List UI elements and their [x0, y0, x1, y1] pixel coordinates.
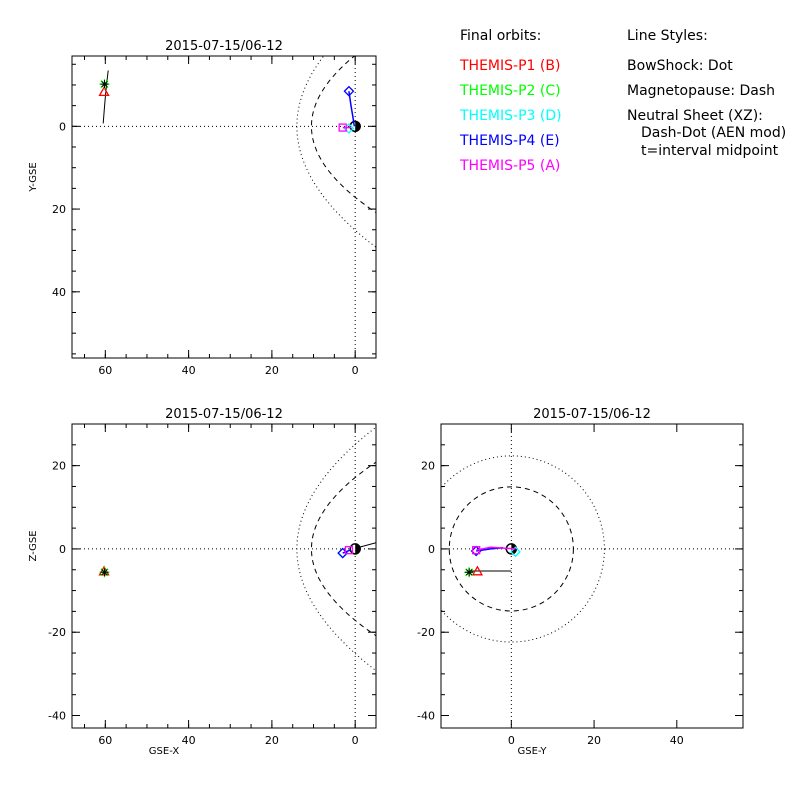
orbit-track	[102, 70, 109, 124]
x-tick-label: 40	[182, 364, 196, 377]
legend-style-neutral-sheet: Neutral Sheet (XZ):	[627, 108, 763, 124]
midpoint-asterisk	[100, 568, 109, 577]
legend-style-magnetopause: Magnetopause: Dash	[627, 83, 775, 99]
magnetopause-curve	[448, 486, 574, 612]
y-tick-label: 20	[52, 460, 66, 473]
midpoint-asterisk	[100, 80, 109, 89]
y-tick-label: 0	[59, 543, 66, 556]
y-tick-label: -40	[48, 710, 66, 723]
plot-frame	[71, 423, 377, 729]
bow-shock-curve	[296, 56, 376, 248]
earth-night-side	[355, 121, 361, 132]
legend-probe-5: THEMIS-P5 (A)	[459, 158, 560, 174]
plot-area	[98, 426, 376, 672]
x-tick-label: 0	[352, 734, 359, 747]
midpoint-asterisk	[465, 568, 474, 577]
legend-probe-4: THEMIS-P4 (E)	[459, 133, 560, 149]
probe-marker-diamond	[343, 85, 355, 97]
x-tick-label: 0	[352, 364, 359, 377]
orbit-line	[342, 549, 352, 554]
bow-shock-curve	[296, 426, 376, 672]
x-tick-label: 60	[98, 364, 112, 377]
legend-style-bowshock: BowShock: Dot	[627, 58, 733, 74]
y-axis-label: Z-GSE	[28, 530, 39, 561]
plot-area	[441, 455, 605, 643]
plot-frame	[71, 55, 377, 359]
orbit-line	[476, 546, 516, 551]
x-tick-label: 20	[265, 734, 279, 747]
y-axis-label: Y-GSE	[28, 162, 39, 192]
y-tick-label: 20	[421, 460, 435, 473]
x-tick-label: 0	[508, 734, 515, 747]
y-tick-label: -20	[417, 626, 435, 639]
x-axis-label: GSE-X	[149, 746, 180, 757]
plot-area	[98, 56, 376, 248]
legend-style-dash-dot: Dash-Dot (AEN mod)	[641, 125, 786, 141]
x-tick-label: 20	[265, 364, 279, 377]
x-axis-label: GSE-Y	[518, 746, 548, 757]
x-tick-label: 40	[670, 734, 684, 747]
panel-title: 2015-07-15/06-12	[165, 407, 283, 422]
legend-styles-title: Line Styles:	[627, 28, 708, 44]
legend-probe-1: THEMIS-P1 (B)	[459, 58, 560, 74]
probe-marker-square	[344, 546, 354, 555]
y-tick-label: 20	[52, 203, 66, 216]
y-tick-label: -40	[417, 710, 435, 723]
x-tick-label: 60	[98, 734, 112, 747]
probe-marker-square	[338, 123, 347, 132]
orbit-line	[348, 91, 356, 127]
plot-frame	[440, 423, 744, 729]
x-tick-label: 40	[182, 734, 196, 747]
panel-yz: 2015-07-15/06-12 0 20 40 20 0 -20 -40 GSE-Y	[417, 407, 744, 757]
bow-shock-curve	[441, 455, 605, 643]
legend-probe-3: THEMIS-P3 (D)	[459, 108, 562, 124]
y-tick-label: -20	[48, 626, 66, 639]
panel-xy: 2015-07-15/06-12 60 40 20 0 0 20 40 Y-GSE	[28, 39, 377, 377]
x-tick-label: 20	[587, 734, 601, 747]
legend-probe-2: THEMIS-P2 (C)	[459, 83, 561, 99]
probe-marker-square	[472, 546, 481, 555]
legend-orbits-title: Final orbits:	[460, 28, 541, 44]
y-tick-label: 40	[52, 286, 66, 299]
legend: Final orbits: THEMIS-P1 (B) THEMIS-P2 (C…	[459, 28, 786, 174]
panel-title: 2015-07-15/06-12	[165, 39, 283, 54]
probe-marker-diamond	[510, 546, 521, 558]
earth-night-side	[355, 543, 361, 554]
probe-marker-triangle	[98, 86, 110, 97]
y-tick-label: 0	[59, 120, 66, 133]
panel-xz: 2015-07-15/06-12 60 40 20 0 20 0 -20 -40 GSE-X Z-G…	[28, 407, 377, 757]
y-tick-label: 0	[428, 543, 435, 556]
probe-marker-triangle	[471, 565, 484, 576]
legend-style-midpoint: t=interval midpoint	[641, 143, 779, 159]
panel-title: 2015-07-15/06-12	[533, 407, 651, 422]
